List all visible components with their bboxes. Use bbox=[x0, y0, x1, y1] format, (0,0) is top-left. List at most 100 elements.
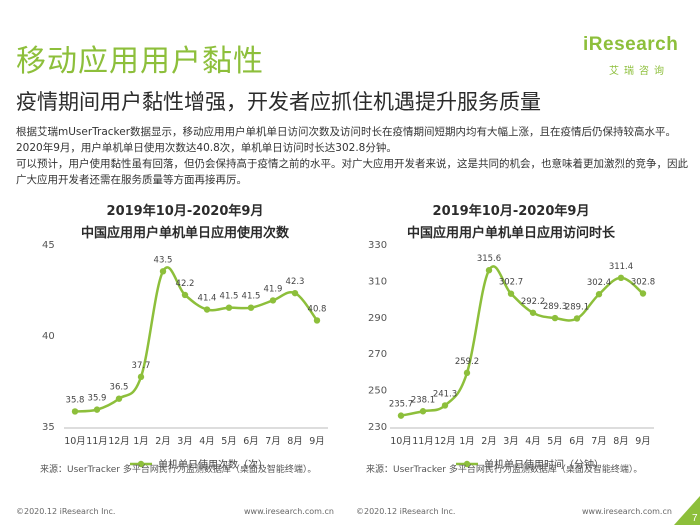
x-tick-label: 1月 bbox=[133, 436, 149, 447]
legend-label: 单机单日使用时间（分钟） bbox=[484, 458, 604, 471]
footer-website: www.iresearch.com.cn bbox=[582, 507, 672, 516]
data-label: 41.5 bbox=[220, 292, 239, 302]
data-label: 311.4 bbox=[609, 262, 633, 272]
chart-visit-duration: 2019年10月-2020年9月 中国应用用户单机单日应用访问时长 230 250… bbox=[356, 200, 666, 480]
x-tick-label: 9月 bbox=[309, 436, 325, 447]
y-tick-label: 230 bbox=[368, 422, 387, 433]
data-label: 36.5 bbox=[110, 383, 129, 393]
page-number: 7 bbox=[692, 513, 698, 524]
data-label: 289.1 bbox=[565, 302, 589, 312]
x-tick-label: 4月 bbox=[199, 436, 215, 447]
data-point bbox=[419, 408, 427, 415]
data-point bbox=[485, 267, 493, 274]
footer-website: www.iresearch.com.cn bbox=[244, 507, 334, 516]
chart-title: 中国应用用户单机单日应用使用次数 bbox=[80, 226, 289, 241]
chart-source-note: 来源：UserTracker 多平台网民行为监测数据库（桌面及智能终端）。 bbox=[40, 465, 317, 475]
chart-plot-area: 35 40 45 10月 11月 12月 1月 2月 3月 4月 5月 6月 7月 8月 9月 35.8 35.… bbox=[42, 240, 328, 471]
data-label: 238.1 bbox=[411, 395, 435, 405]
data-point bbox=[573, 315, 581, 322]
data-label: 40.8 bbox=[308, 304, 327, 314]
data-label: 35.8 bbox=[66, 395, 85, 405]
x-tick-label: 2月 bbox=[155, 436, 171, 447]
data-point bbox=[529, 309, 537, 316]
data-label: 302.8 bbox=[631, 278, 655, 288]
data-point bbox=[269, 297, 277, 304]
x-tick-label: 6月 bbox=[569, 436, 585, 447]
body-paragraph-2: 可以预计，用户使用黏性虽有回落，但仍会保持高于疫情之前的水平。对广大应用开发者来… bbox=[16, 158, 688, 186]
x-tick-label: 9月 bbox=[635, 436, 651, 447]
data-label: 292.2 bbox=[521, 297, 545, 307]
logo-main-text: iResearch bbox=[583, 34, 679, 55]
data-point bbox=[225, 304, 233, 311]
body-text: 根据艾瑞mUserTracker数据显示，移动应用用户单机单日访问次数及访问时长… bbox=[16, 124, 688, 188]
x-tick-label: 1月 bbox=[459, 436, 475, 447]
data-point bbox=[71, 408, 79, 415]
data-label: 259.2 bbox=[455, 357, 479, 367]
data-label: 35.9 bbox=[88, 394, 107, 404]
data-point bbox=[313, 317, 321, 324]
legend-label: 单机单日使用次数（次） bbox=[158, 458, 268, 471]
chart-date-range: 2019年10月-2020年9月 bbox=[432, 204, 590, 219]
x-tick-label: 12月 bbox=[434, 436, 456, 447]
data-label: 42.3 bbox=[286, 277, 305, 287]
data-point bbox=[441, 402, 449, 409]
y-tick-label: 250 bbox=[368, 386, 387, 397]
page-corner-badge: 7 bbox=[674, 496, 700, 525]
data-label: 302.4 bbox=[587, 278, 611, 288]
x-tick-label: 3月 bbox=[503, 436, 519, 447]
data-point bbox=[291, 289, 299, 297]
data-label: 37.7 bbox=[132, 361, 151, 371]
data-label: 42.2 bbox=[176, 279, 195, 289]
data-label: 41.5 bbox=[242, 292, 261, 302]
data-label: 43.5 bbox=[154, 255, 173, 265]
data-point bbox=[159, 268, 167, 275]
x-tick-label: 8月 bbox=[287, 436, 303, 447]
y-tick-label: 35 bbox=[42, 422, 55, 433]
chart-date-range: 2019年10月-2020年9月 bbox=[106, 204, 264, 219]
data-point bbox=[137, 373, 145, 381]
data-label: 241.3 bbox=[433, 389, 457, 399]
data-point bbox=[639, 290, 647, 297]
data-point bbox=[181, 291, 189, 299]
data-label: 41.4 bbox=[198, 294, 217, 304]
data-point bbox=[115, 395, 123, 402]
y-tick-label: 310 bbox=[368, 276, 387, 287]
x-tick-label: 2月 bbox=[481, 436, 497, 447]
data-point bbox=[617, 274, 625, 282]
data-point bbox=[463, 369, 471, 377]
x-tick-label: 10月 bbox=[390, 436, 412, 447]
data-point bbox=[203, 306, 211, 313]
page-subtitle: 疫情期间用户黏性增强，开发者应抓住机遇提升服务质量 bbox=[16, 90, 541, 114]
data-label: 302.7 bbox=[499, 278, 523, 288]
x-tick-label: 3月 bbox=[177, 436, 193, 447]
y-tick-label: 290 bbox=[368, 313, 387, 324]
y-tick-label: 45 bbox=[42, 240, 55, 251]
x-tick-label: 6月 bbox=[243, 436, 259, 447]
chart-source-note: 来源：UserTracker 多平台网民行为监测数据库（桌面及智能终端）。 bbox=[366, 465, 643, 475]
data-label: 315.6 bbox=[477, 254, 501, 264]
x-tick-label: 11月 bbox=[86, 436, 108, 447]
data-point bbox=[93, 406, 101, 413]
y-tick-label: 270 bbox=[368, 349, 387, 360]
data-label: 41.9 bbox=[264, 284, 283, 294]
x-tick-label: 4月 bbox=[525, 436, 541, 447]
y-tick-label: 40 bbox=[42, 331, 55, 342]
data-point bbox=[397, 412, 405, 419]
footer-copyright: ©2020.12 iResearch Inc. bbox=[16, 507, 116, 516]
iresearch-logo: iResearch 艾瑞咨询 bbox=[583, 30, 693, 80]
legend-swatch-point bbox=[463, 460, 471, 468]
data-label: 235.7 bbox=[389, 400, 413, 410]
x-tick-label: 7月 bbox=[265, 436, 281, 447]
x-tick-label: 7月 bbox=[591, 436, 607, 447]
x-tick-label: 5月 bbox=[547, 436, 563, 447]
body-paragraph-1: 根据艾瑞mUserTracker数据显示，移动应用用户单机单日访问次数及访问时长… bbox=[16, 126, 677, 154]
logo-sub-text: 艾瑞咨询 bbox=[609, 66, 669, 77]
chart-usage-count: 2019年10月-2020年9月 中国应用用户单机单日应用使用次数 35 40 45… bbox=[30, 200, 340, 480]
page-title: 移动应用用户黏性 bbox=[16, 44, 264, 79]
data-label: 289.3 bbox=[543, 302, 567, 312]
legend-swatch-point bbox=[137, 460, 145, 468]
chart-plot-area: 230 250 270 290 310 330 10月 11月 12月 1月 2月 3月 4月 5月 6月 7… bbox=[368, 240, 655, 471]
x-tick-label: 12月 bbox=[108, 436, 130, 447]
y-tick-label: 330 bbox=[368, 240, 387, 251]
footer-copyright: ©2020.12 iResearch Inc. bbox=[356, 507, 456, 516]
